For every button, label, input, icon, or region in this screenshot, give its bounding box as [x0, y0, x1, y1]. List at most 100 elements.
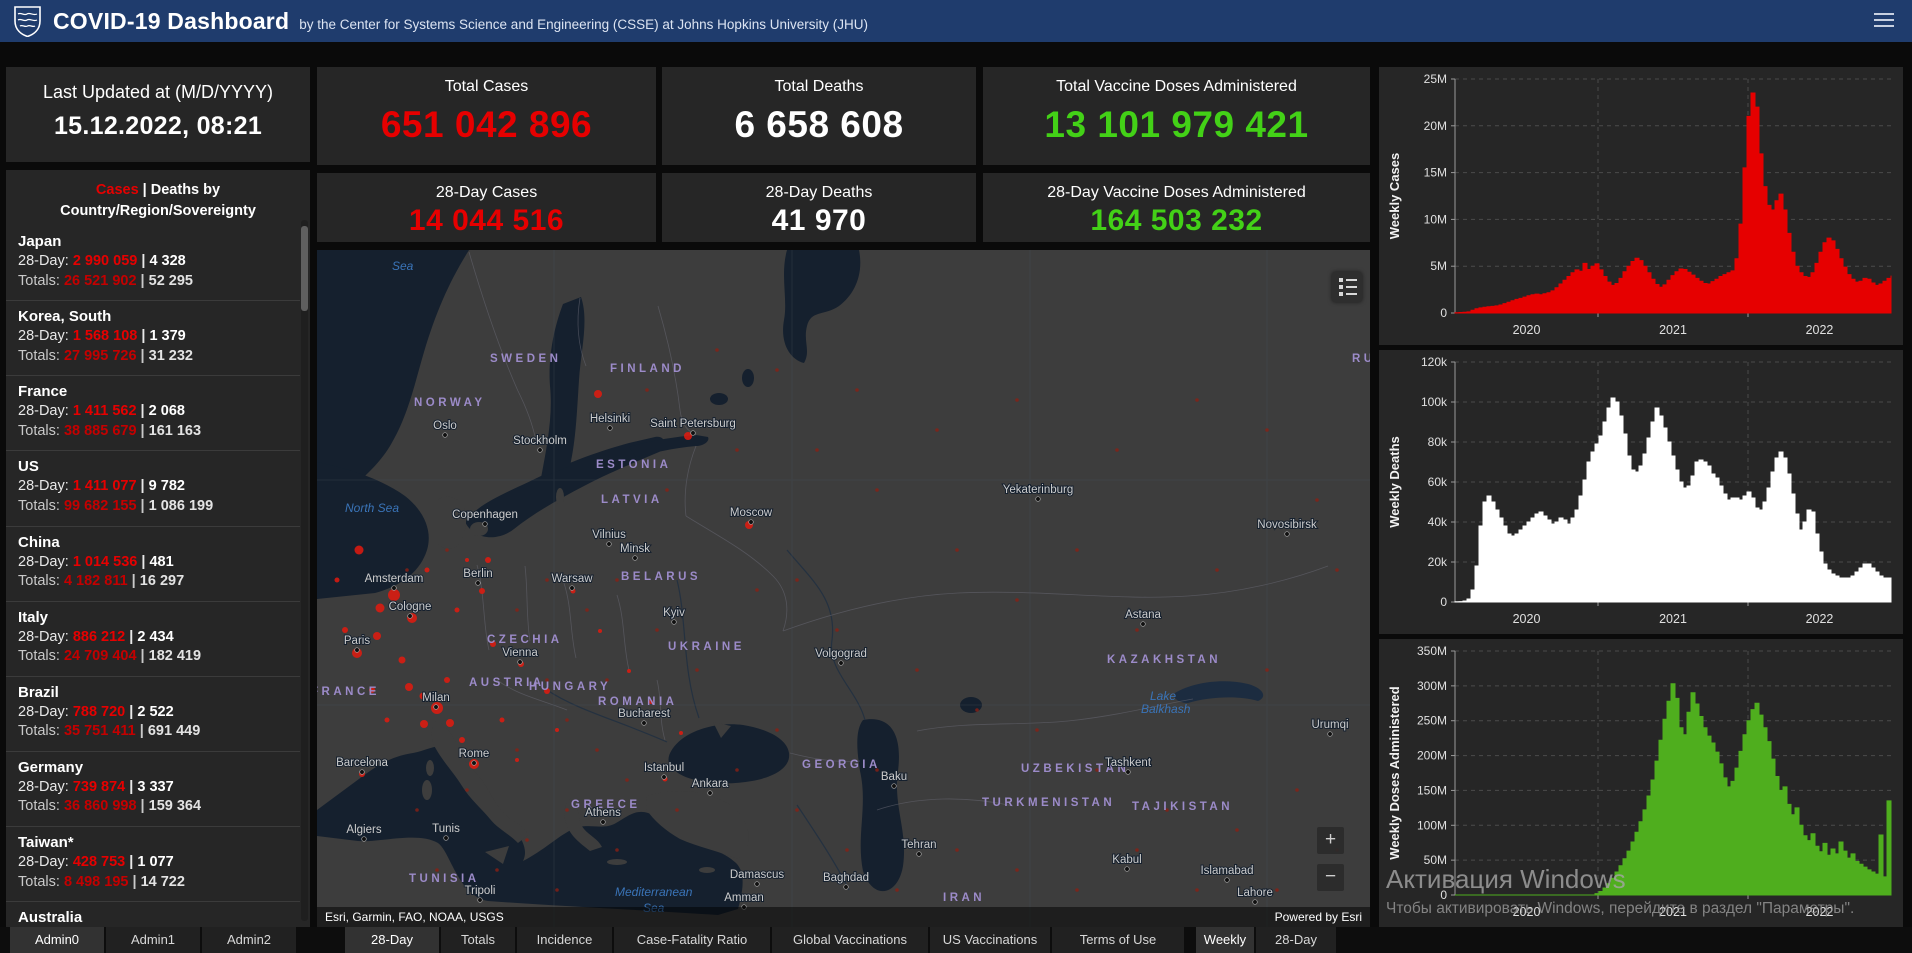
case-bubble[interactable] [465, 558, 469, 562]
country-row[interactable]: Japan 28-Day: 2 990 059 | 4 328 Totals: 26… [6, 226, 300, 300]
tab-admin2[interactable]: Admin2 [202, 927, 296, 953]
city-dot [477, 897, 483, 903]
case-speck [1075, 548, 1079, 552]
case-bubble[interactable] [398, 656, 406, 664]
case-bubble[interactable] [373, 632, 381, 640]
case-speck [845, 848, 849, 852]
svg-text:0: 0 [1440, 595, 1447, 609]
tab-us-vaccinations[interactable]: US Vaccinations [930, 927, 1050, 953]
case-bubble[interactable] [446, 719, 454, 727]
case-bubble[interactable] [649, 700, 653, 704]
country-row[interactable]: US 28-Day: 1 411 077 | 9 782 Totals: 99 68… [6, 450, 300, 525]
svg-text:60k: 60k [1428, 475, 1448, 489]
case-speck [1265, 428, 1269, 432]
case-bubble[interactable] [444, 677, 450, 683]
case-bubble[interactable] [679, 731, 683, 735]
map-zoom-controls: + − [1317, 827, 1344, 891]
svg-text:20k: 20k [1428, 555, 1448, 569]
case-speck [1035, 728, 1039, 732]
case-bubble[interactable] [375, 603, 385, 613]
case-bubble[interactable] [405, 683, 413, 691]
country-row[interactable]: Italy 28-Day: 886 212 | 2 434 Totals: 24 7… [6, 600, 300, 676]
tab-global-vaccinations[interactable]: Global Vaccinations [772, 927, 928, 953]
case-bubble[interactable] [499, 717, 505, 723]
zoom-out-button[interactable]: − [1317, 864, 1344, 891]
case-bubble[interactable] [419, 692, 427, 700]
case-bubble[interactable] [684, 432, 692, 440]
menu-hamburger-icon[interactable] [1874, 13, 1894, 31]
country-row[interactable]: Korea, South 28-Day: 1 568 108 | 1 379 Tot… [6, 300, 300, 375]
city-dot [641, 720, 647, 726]
case-bubble[interactable] [454, 607, 460, 613]
country-label: FRANCE [317, 686, 380, 698]
city-label: Cologne [389, 601, 432, 613]
tab-totals[interactable]: Totals [441, 927, 515, 953]
case-bubble[interactable] [490, 641, 496, 647]
jhu-shield-logo [14, 5, 41, 37]
case-bubble[interactable] [594, 390, 602, 398]
case-bubble[interactable] [388, 589, 400, 601]
case-speck [365, 828, 369, 832]
city-dot [354, 647, 360, 653]
tab-terms-of-use[interactable]: Terms of Use [1052, 927, 1184, 953]
case-speck [1195, 888, 1199, 892]
case-speck [955, 848, 959, 852]
tab-28-day[interactable]: 28-Day [1256, 927, 1336, 953]
powered-by-esri[interactable]: Powered by Esri [1274, 910, 1362, 924]
tab-weekly[interactable]: Weekly [1196, 927, 1254, 953]
city-dot [433, 704, 439, 710]
country-row[interactable]: France 28-Day: 1 411 562 | 2 068 Totals: 3… [6, 375, 300, 450]
country-row[interactable]: Brazil 28-Day: 788 720 | 2 522 Totals: 35 … [6, 675, 300, 751]
svg-text:Weekly Deaths: Weekly Deaths [1387, 436, 1402, 528]
case-bubble[interactable] [479, 588, 485, 594]
scrollbar-thumb[interactable] [301, 226, 308, 311]
country-label: UZBEKISTAN [1021, 763, 1129, 775]
tab-incidence[interactable]: Incidence [517, 927, 612, 953]
case-speck [795, 578, 799, 582]
city-label: Ankara [692, 778, 729, 790]
country-row[interactable]: Germany 28-Day: 739 874 | 3 337 Totals: 36… [6, 750, 300, 826]
stat-label: Total Vaccine Doses Administered [1056, 78, 1297, 95]
country-totals-line: Totals: 27 995 726 | 31 232 [18, 347, 193, 364]
case-bubble[interactable] [384, 717, 390, 723]
city-dot [1224, 877, 1230, 883]
case-speck [715, 348, 719, 352]
case-bubble[interactable] [369, 687, 375, 693]
case-bubble[interactable] [598, 629, 602, 633]
case-bubble[interactable] [485, 557, 491, 563]
layer-list-button[interactable] [1332, 272, 1362, 302]
country-row[interactable]: Australia28-Day: 380 089 | 601Totals: 10… [6, 901, 300, 927]
case-bubble[interactable] [420, 720, 428, 728]
tab-admin0[interactable]: Admin0 [10, 927, 104, 953]
case-bubble[interactable] [515, 758, 519, 762]
tab-28-day[interactable]: 28-Day [345, 927, 439, 953]
case-speck [1315, 498, 1319, 502]
stat-value: 13 101 979 421 [1044, 104, 1309, 145]
country-name: China [18, 533, 60, 551]
case-bubble[interactable] [424, 567, 430, 573]
header-bar: COVID-19 Dashboard by the Center for Sys… [0, 0, 1912, 42]
case-speck [1015, 868, 1019, 872]
case-bubble[interactable] [354, 545, 364, 555]
tab-admin1[interactable]: Admin1 [106, 927, 200, 953]
svg-text:25M: 25M [1424, 72, 1447, 86]
country-row[interactable]: Taiwan* 28-Day: 428 753 | 1 077 Totals: 8 … [6, 826, 300, 901]
header-deaths-label[interactable]: Deaths by [150, 182, 221, 198]
country-list-scrollbar[interactable] [301, 220, 308, 921]
city-label: Vilnius [592, 529, 626, 541]
header-cases-label[interactable]: Cases [95, 182, 139, 198]
case-bubble[interactable] [555, 728, 559, 732]
case-bubble[interactable] [544, 688, 550, 694]
zoom-in-button[interactable]: + [1317, 827, 1344, 854]
country-name: Australia [18, 909, 83, 927]
country-row[interactable]: China 28-Day: 1 014 536 | 481 Totals: 4 18… [6, 525, 300, 601]
case-bubble[interactable] [459, 737, 465, 743]
case-bubble[interactable] [342, 627, 348, 633]
tab-case-fatality-ratio[interactable]: Case-Fatality Ratio [614, 927, 770, 953]
case-bubble[interactable] [334, 577, 340, 583]
case-speck [435, 868, 439, 872]
case-bubble[interactable] [627, 669, 631, 673]
